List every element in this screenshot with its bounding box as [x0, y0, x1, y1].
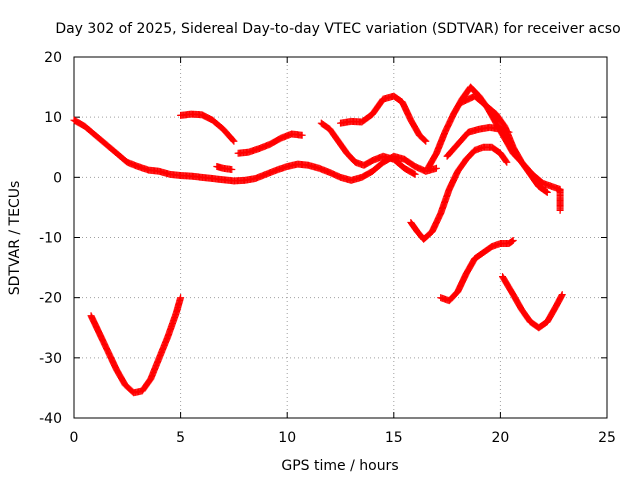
series-trace-12 [499, 273, 566, 332]
x-tick-label: 5 [176, 430, 185, 446]
series-trace-7 [337, 92, 430, 145]
x-tick-label: 20 [491, 430, 509, 446]
series-trace-2 [87, 294, 185, 397]
data-point-marker [542, 188, 550, 196]
data-point-marker [502, 157, 510, 165]
series-trace-8 [407, 143, 511, 243]
data-point-marker [298, 131, 306, 139]
data-point-marker [228, 166, 236, 174]
data-point-marker [556, 206, 564, 214]
y-tick-label: -10 [39, 231, 62, 247]
x-tick-label: 25 [598, 430, 616, 446]
y-tick-label: -40 [39, 411, 62, 427]
series-trace-6 [317, 119, 419, 178]
y-tick-label: 10 [44, 110, 62, 126]
data-point-marker [543, 188, 551, 196]
series-trace-11 [437, 237, 517, 305]
axis-ticks [73, 56, 608, 419]
y-tick-label: 20 [44, 50, 62, 66]
data-point-marker [410, 170, 418, 178]
data-point-marker [411, 170, 419, 178]
y-tick-labels: -40 -30 -20 -10 0 10 20 [39, 50, 62, 427]
series-trace-1 [70, 116, 440, 185]
chart-title: Day 302 of 2025, Sidereal Day-to-day VTE… [55, 21, 620, 37]
data-point-marker [508, 237, 516, 245]
data-point-marker [229, 136, 237, 144]
x-tick-label: 0 [70, 430, 79, 446]
data-point-marker [558, 291, 566, 299]
x-tick-label: 10 [278, 430, 296, 446]
series-trace-4 [213, 163, 236, 174]
data-point-marker [507, 238, 515, 246]
data-point-marker [503, 158, 511, 166]
x-axis-label: GPS time / hours [281, 458, 398, 474]
data-point-marker [177, 294, 185, 302]
data-points [70, 83, 566, 397]
y-tick-label: 0 [53, 170, 62, 186]
series-trace-3 [177, 110, 238, 145]
series-trace-13 [458, 92, 564, 214]
data-point-marker [432, 164, 440, 172]
data-point-marker [230, 137, 238, 145]
series-trace-5 [234, 130, 306, 157]
data-point-marker [421, 136, 429, 144]
x-tick-labels: 0 5 10 15 20 25 [70, 430, 616, 446]
data-point-marker [422, 137, 430, 145]
y-tick-label: -30 [39, 351, 62, 367]
data-point-marker [509, 237, 517, 245]
x-tick-label: 15 [385, 430, 403, 446]
y-axis-label: SDTVAR / TECUs [7, 181, 23, 296]
y-tick-label: -20 [39, 291, 62, 307]
